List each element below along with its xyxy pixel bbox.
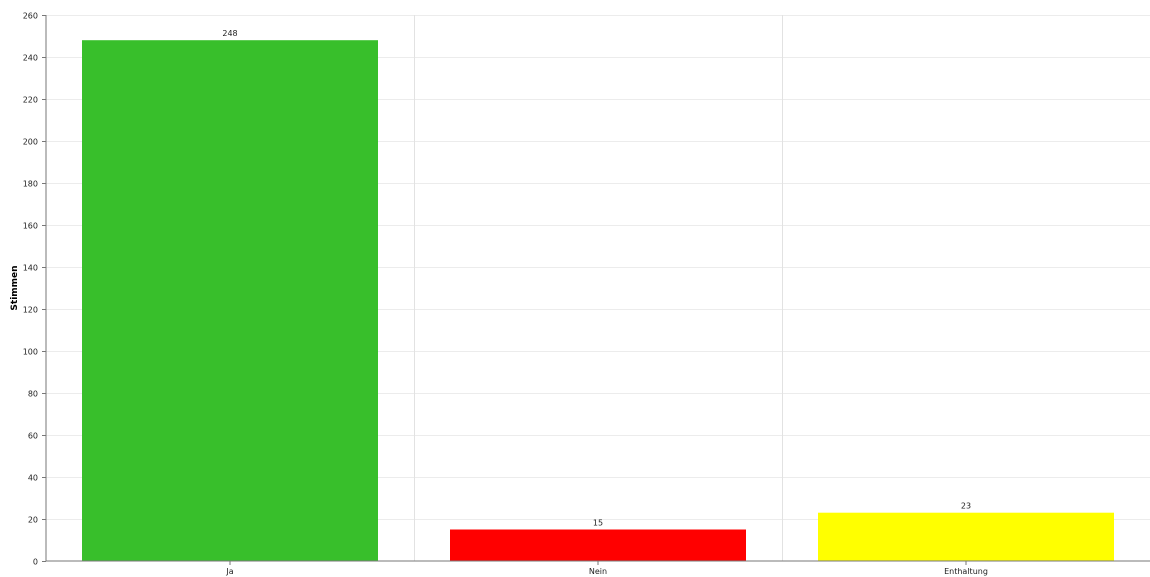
x-tick-label: Nein (589, 567, 607, 576)
x-tick-label: Enthaltung (944, 567, 988, 576)
y-tick-label: 60 (28, 432, 38, 441)
y-tick-label: 160 (23, 222, 38, 231)
data-label: 23 (961, 502, 971, 511)
y-tick-label: 40 (28, 474, 38, 483)
y-tick-label: 260 (23, 12, 38, 21)
y-tick-label: 240 (23, 54, 38, 63)
data-label: 248 (222, 29, 237, 38)
y-axis-ticks: 0 20 40 60 80 100 120 140 160 180 200 220 240 260 (23, 12, 46, 567)
y-tick-label: 220 (23, 96, 38, 105)
data-label: 15 (593, 519, 603, 528)
y-tick-label: 80 (28, 390, 38, 399)
bar-enthaltung (818, 512, 1114, 561)
y-tick-label: 0 (33, 558, 38, 567)
x-tick-label: Ja (225, 567, 233, 576)
bar-ja (82, 40, 378, 561)
y-tick-label: 140 (23, 264, 38, 273)
x-axis-ticks: Ja Nein Enthaltung (225, 561, 988, 576)
y-tick-label: 200 (23, 138, 38, 147)
y-tick-label: 100 (23, 348, 38, 357)
y-axis-title: Stimmen (10, 265, 20, 310)
y-tick-label: 20 (28, 516, 38, 525)
y-tick-label: 120 (23, 306, 38, 315)
bar-nein (450, 529, 746, 561)
y-tick-label: 180 (23, 180, 38, 189)
bars (82, 40, 1114, 561)
data-labels: 248 15 23 (222, 29, 971, 527)
